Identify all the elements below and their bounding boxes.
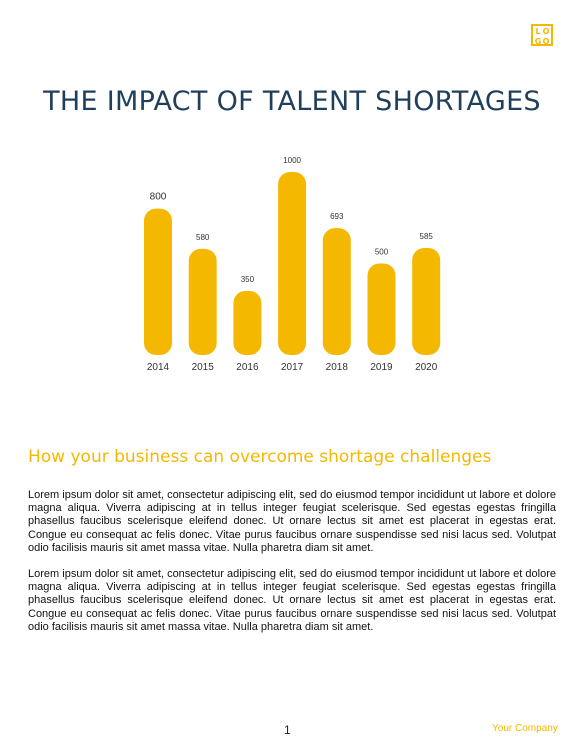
- logo-letter: L: [535, 27, 541, 36]
- body-paragraph: Lorem ipsum dolor sit amet, consectetur …: [28, 489, 556, 554]
- chart-bar: [367, 263, 396, 355]
- section-subtitle: How your business can overcome shortage …: [28, 447, 492, 467]
- chart-bar: [144, 208, 172, 355]
- company-name: Your Company: [492, 723, 558, 734]
- x-tick-label: 2017: [281, 362, 304, 373]
- chart-data-label: 693: [330, 212, 344, 221]
- logo-letter: O: [542, 27, 550, 36]
- logo-letter: G: [534, 37, 542, 46]
- chart-data-label: 580: [196, 233, 210, 242]
- chart-bar: [233, 290, 262, 355]
- page-number: 1: [284, 723, 291, 737]
- page-title: THE IMPACT OF TALENT SHORTAGES: [43, 86, 541, 117]
- chart-data-label: 800: [150, 192, 167, 203]
- x-tick-label: 2020: [415, 362, 438, 373]
- x-tick-label: 2014: [147, 362, 170, 373]
- chart-bar: [322, 228, 351, 355]
- x-tick-label: 2016: [236, 362, 259, 373]
- chart-data-label: 585: [420, 232, 434, 241]
- chart-bar: [278, 172, 307, 355]
- body-paragraph: Lorem ipsum dolor sit amet, consectetur …: [28, 568, 556, 633]
- logo: L O G O: [531, 24, 553, 46]
- bar-chart: 800 2014 580 2015 350 2016 1000 2017 693 2018 500 2…: [144, 156, 441, 373]
- chart-bar: [412, 247, 441, 355]
- x-tick-label: 2019: [370, 362, 393, 373]
- x-tick-label: 2018: [326, 362, 349, 373]
- chart-data-label: 350: [241, 275, 255, 284]
- chart-data-label: 1000: [283, 156, 301, 165]
- x-tick-label: 2015: [192, 362, 215, 373]
- chart-data-label: 500: [375, 248, 389, 257]
- logo-letter: O: [542, 37, 550, 46]
- chart-bar: [188, 248, 217, 355]
